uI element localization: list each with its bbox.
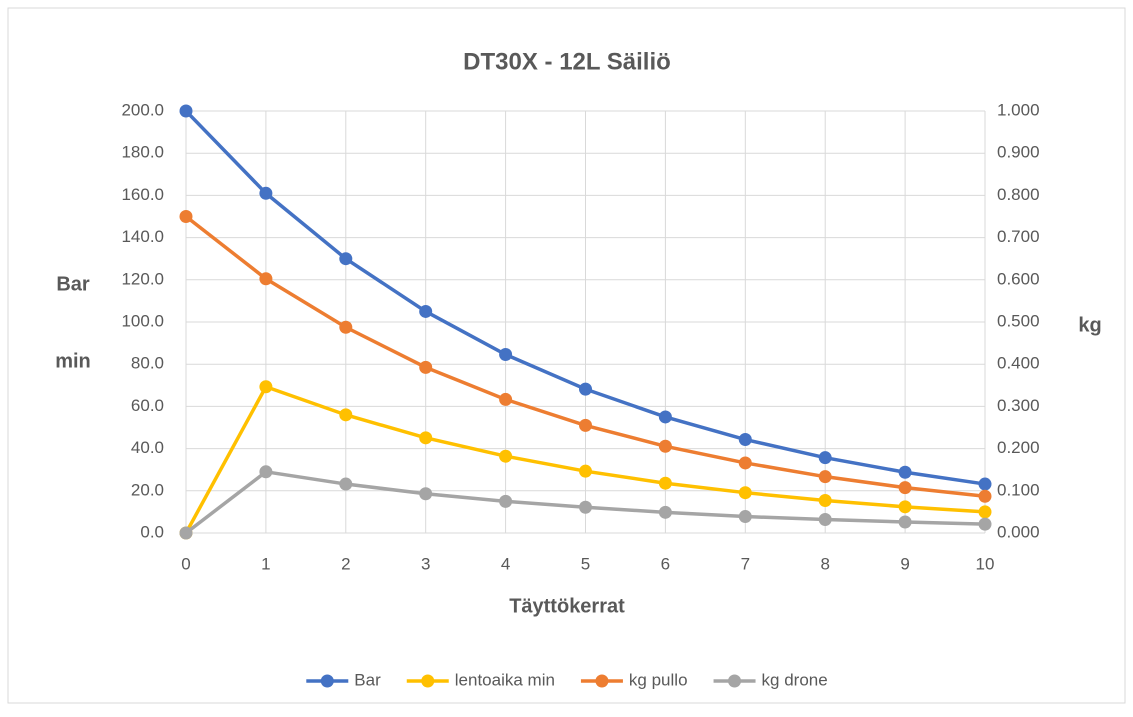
y-tick-label: 160.0 (121, 185, 164, 204)
data-point (259, 465, 273, 479)
data-point (898, 500, 912, 514)
data-point (978, 477, 992, 491)
y2-tick-label: 0.200 (997, 438, 1040, 457)
data-point (658, 476, 672, 490)
x-tick-label: 9 (900, 554, 909, 573)
data-point (978, 505, 992, 519)
legend-label: kg pullo (629, 670, 688, 689)
x-tick-label: 0 (181, 554, 190, 573)
data-point (259, 272, 273, 286)
y2-axis-label: kg (1078, 314, 1101, 336)
data-point (179, 104, 193, 118)
y-axis-label: Bar (56, 273, 90, 295)
y2-tick-label: 0.700 (997, 227, 1040, 246)
data-point (419, 431, 433, 445)
data-point (579, 500, 592, 514)
data-point (818, 451, 832, 465)
y-tick-label: 100.0 (121, 311, 164, 330)
data-point (738, 433, 752, 447)
data-point (179, 526, 193, 540)
legend-marker (421, 674, 435, 688)
legend-marker (728, 674, 742, 688)
data-point (658, 410, 672, 424)
legend-marker (320, 674, 334, 688)
chart-border (7, 7, 1126, 704)
data-point (419, 487, 433, 501)
data-point (419, 360, 433, 374)
data-point (339, 252, 353, 266)
y-tick-label: 80.0 (131, 354, 164, 373)
y2-tick-label: 0.000 (997, 522, 1040, 541)
data-point (738, 456, 752, 470)
data-point (818, 494, 832, 508)
y-tick-label: 40.0 (131, 438, 164, 457)
data-point (499, 449, 513, 463)
y-tick-label: 200.0 (121, 100, 164, 119)
legend-label: lentoaika min (455, 670, 555, 689)
y-tick-label: 60.0 (131, 396, 164, 415)
y2-tick-label: 0.900 (997, 143, 1040, 162)
data-point (898, 465, 912, 479)
y2-tick-label: 0.800 (997, 185, 1040, 204)
data-point (579, 382, 592, 396)
legend-marker (595, 674, 609, 688)
data-point (978, 517, 992, 531)
data-point (978, 489, 992, 503)
y-tick-label: 180.0 (121, 143, 164, 162)
y-tick-label: 0.0 (140, 522, 164, 541)
y2-tick-label: 0.500 (997, 311, 1040, 330)
data-point (419, 304, 433, 318)
y2-tick-label: 0.100 (997, 480, 1040, 499)
data-point (738, 510, 752, 524)
x-tick-label: 10 (976, 554, 995, 573)
legend: Bar lentoaika min kg pullo kg drone (306, 670, 828, 689)
y-axis-label: min (55, 350, 91, 372)
x-tick-label: 5 (581, 554, 590, 573)
data-point (579, 418, 592, 432)
data-point (499, 494, 513, 508)
data-point (898, 515, 912, 529)
y2-tick-label: 0.400 (997, 354, 1040, 373)
x-tick-label: 4 (501, 554, 510, 573)
data-point (179, 210, 193, 223)
y-tick-label: 20.0 (131, 480, 164, 499)
x-tick-label: 7 (741, 554, 750, 573)
x-tick-label: 8 (820, 554, 829, 573)
data-point (339, 477, 353, 491)
x-axis-label: Täyttökerrat (509, 595, 625, 617)
y-tick-label: 140.0 (121, 227, 164, 246)
y2-tick-label: 0.600 (997, 269, 1040, 288)
data-point (818, 470, 832, 484)
legend-label: Bar (354, 670, 381, 689)
data-point (579, 464, 592, 478)
data-point (499, 392, 513, 406)
x-tick-label: 3 (421, 554, 430, 573)
data-point (259, 380, 273, 394)
legend-label: kg drone (762, 670, 828, 689)
data-point (339, 320, 353, 334)
data-point (738, 486, 752, 500)
data-point (259, 186, 273, 200)
x-tick-label: 6 (661, 554, 670, 573)
y-tick-label: 120.0 (121, 269, 164, 288)
y2-tick-label: 1.000 (997, 100, 1040, 119)
data-point (339, 408, 353, 422)
data-point (898, 481, 912, 495)
x-tick-label: 1 (261, 554, 270, 573)
x-tick-label: 2 (341, 554, 350, 573)
y2-tick-label: 0.300 (997, 396, 1040, 415)
data-point (499, 347, 513, 361)
data-point (658, 439, 672, 453)
chart-title: DT30X - 12L Säiliö (463, 48, 671, 75)
data-point (658, 505, 672, 519)
data-point (818, 512, 832, 526)
